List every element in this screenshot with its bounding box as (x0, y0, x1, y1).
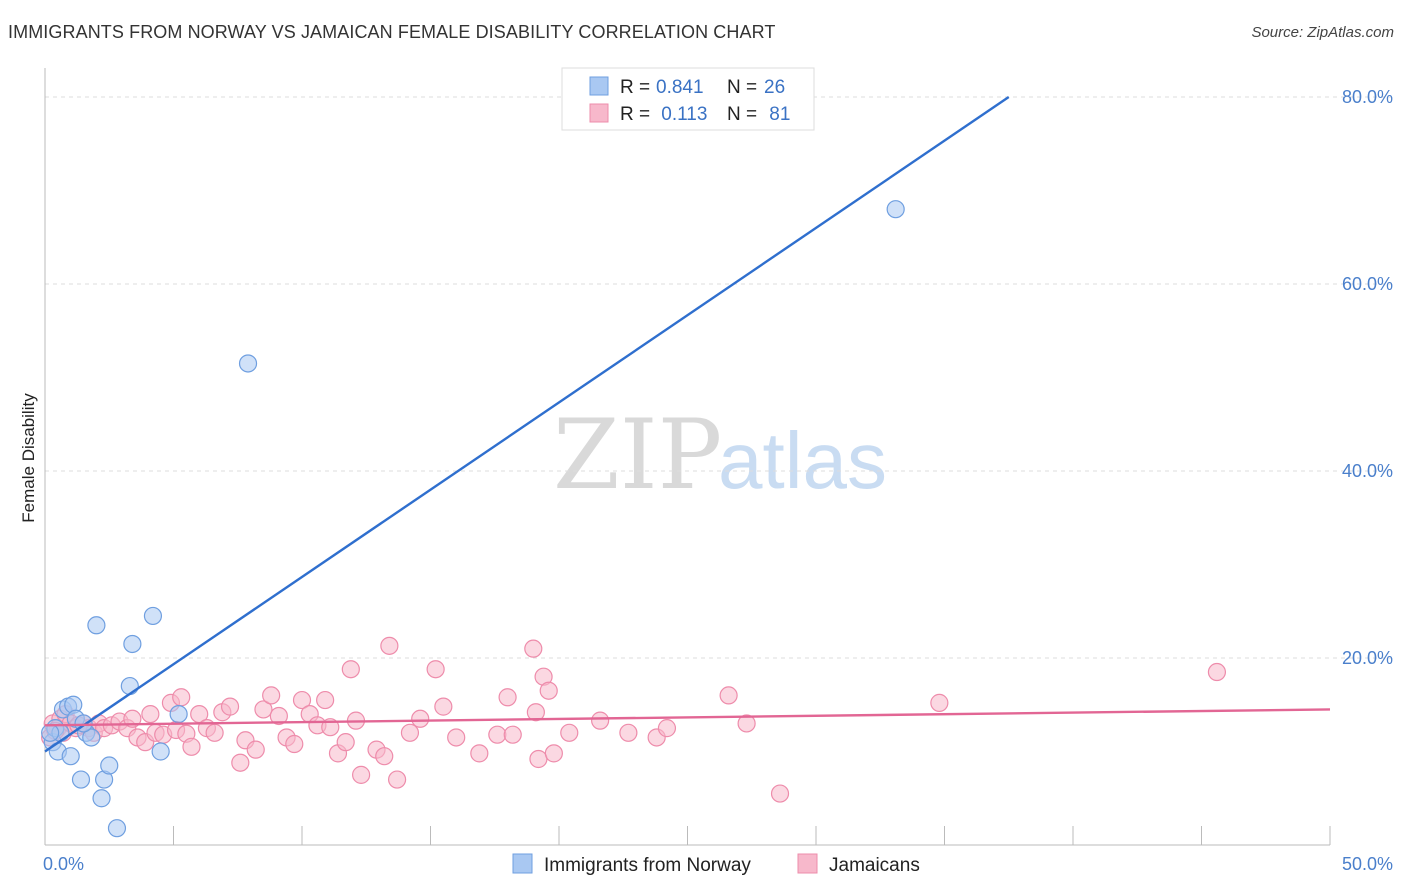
norway-point-21 (169, 704, 188, 724)
norway-point-11 (82, 728, 101, 747)
jamaica-point-62 (503, 725, 522, 744)
series-legend: Immigrants from Norway Jamaicans (512, 853, 920, 876)
trend-lines (44, 96, 1331, 753)
bottom-legend-swatch-norway (512, 853, 533, 874)
jamaica-point-56 (426, 660, 445, 679)
jamaica-point-64 (529, 749, 548, 769)
jamaica-point-24 (172, 688, 191, 707)
jamaica-point-76 (930, 693, 949, 712)
jamaica-point-59 (470, 744, 489, 763)
norway-point-23 (886, 200, 905, 219)
watermark-atlas: atlas (718, 416, 887, 505)
legend-n-value-norway: 26 (764, 77, 785, 98)
jamaica-point-32 (231, 753, 250, 772)
norway-point-13 (92, 789, 111, 808)
x-tick-label-0: 0.0% (43, 854, 84, 874)
norway-point-6 (61, 747, 80, 766)
jamaica-point-51 (375, 747, 394, 766)
jamaica-point-73 (719, 686, 738, 705)
jamaica-point-66 (539, 681, 558, 700)
jamaica-point-67 (544, 744, 563, 763)
jamaica-point-77 (1207, 662, 1227, 682)
jamaica-point-75 (770, 784, 790, 803)
norway-point-24 (41, 723, 60, 742)
jamaica-point-54 (400, 723, 420, 742)
legend-n-value-jamaica: 81 (764, 104, 790, 125)
jamaica-trend-line (44, 708, 1331, 727)
x-tick-label-1: 50.0% (1342, 854, 1393, 874)
jamaica-point-78 (524, 639, 543, 658)
chart-title: IMMIGRANTS FROM NORWAY VS JAMAICAN FEMAL… (8, 22, 776, 42)
jamaica-point-34 (246, 740, 265, 759)
legend-swatch-jamaica (589, 103, 609, 123)
jamaica-point-70 (619, 723, 638, 742)
jamaica-point-35 (254, 700, 273, 719)
y-tick-label-2: 60.0% (1342, 274, 1393, 294)
jamaica-point-26 (182, 737, 201, 756)
y-tick-label-3: 80.0% (1342, 87, 1393, 107)
jamaica-point-57 (434, 697, 453, 716)
jamaica-point-36 (262, 686, 281, 705)
jamaica-point-37 (269, 706, 288, 726)
norway-point-20 (151, 742, 170, 761)
jamaica-point-69 (591, 711, 610, 730)
norway-point-17 (120, 676, 139, 696)
y-tick-label-1: 40.0% (1342, 461, 1393, 481)
data-points (41, 200, 1227, 838)
jamaica-point-58 (447, 728, 466, 747)
legend-n-label-norway: N = (727, 77, 757, 98)
legend-r-value-norway: 0.841 (656, 77, 704, 98)
jamaica-point-29 (205, 723, 224, 742)
jamaica-point-49 (352, 765, 371, 784)
norway-point-15 (100, 756, 119, 775)
y-tick-label-0: 20.0% (1342, 648, 1393, 668)
jamaica-point-19 (141, 704, 160, 724)
bottom-legend-label-jamaica: Jamaicans (829, 855, 920, 876)
legend-r-value-jamaica: 0.113 (656, 104, 707, 125)
norway-point-18 (123, 634, 142, 654)
jamaica-point-53 (387, 770, 407, 789)
jamaica-point-39 (285, 734, 304, 754)
jamaica-point-55 (411, 709, 430, 728)
legend-r-label-jamaica: R = (620, 104, 650, 125)
jamaica-point-31 (220, 697, 240, 716)
jamaica-point-40 (292, 690, 312, 710)
jamaica-point-74 (737, 714, 756, 733)
norway-point-19 (143, 606, 163, 626)
jamaica-point-52 (380, 636, 399, 655)
jamaica-point-61 (498, 688, 517, 707)
y-axis-label: Female Disability (19, 393, 38, 523)
bottom-legend-swatch-jamaica (797, 853, 818, 874)
source-label: Source: ZipAtlas.com (1251, 24, 1394, 41)
correlation-legend: R = 0.841 N = 26 R = 0.113 N = 81 (561, 67, 815, 131)
norway-point-12 (87, 616, 106, 635)
jamaica-point-47 (341, 660, 360, 679)
norway-trend-line (44, 96, 1010, 753)
tick-labels: 20.0% 40.0% 60.0% 80.0% 0.0% 50.0% (43, 87, 1393, 874)
legend-r-label-norway: R = (620, 77, 650, 98)
norway-point-22 (238, 354, 258, 373)
axes (44, 68, 1331, 846)
jamaica-point-72 (657, 719, 677, 738)
jamaica-point-68 (560, 723, 579, 742)
gridlines (45, 96, 1392, 659)
watermark-zip: ZIP (553, 399, 722, 511)
jamaica-point-46 (336, 733, 355, 752)
norway-point-9 (71, 770, 91, 789)
legend-swatch-norway (589, 76, 609, 96)
jamaica-point-60 (488, 725, 507, 744)
jamaica-point-43 (316, 690, 335, 710)
jamaica-point-63 (526, 703, 545, 722)
bottom-legend-label-norway: Immigrants from Norway (544, 855, 751, 876)
legend-n-label-jamaica: N = (727, 104, 757, 125)
norway-point-16 (107, 819, 127, 838)
